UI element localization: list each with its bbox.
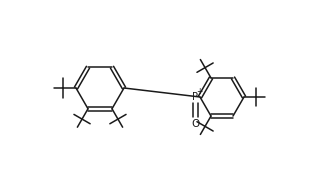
Text: P: P	[192, 92, 198, 102]
Text: +: +	[196, 87, 202, 96]
Text: O: O	[191, 119, 199, 129]
